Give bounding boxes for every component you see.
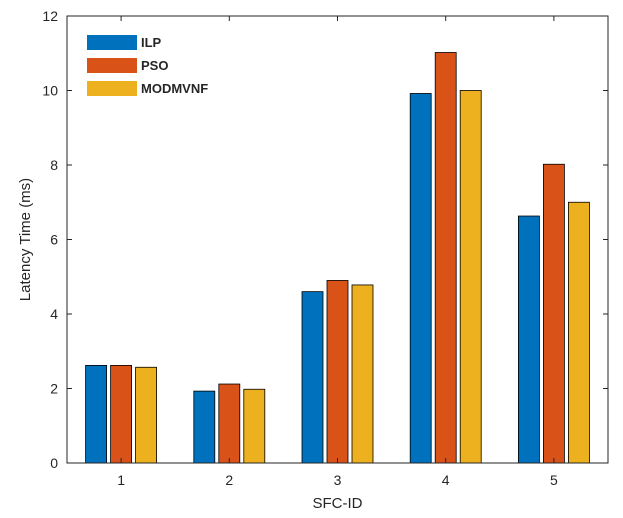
bar-pso-5: [543, 163, 565, 464]
y-tick-label: 12: [42, 8, 58, 24]
legend-swatch-pso: [87, 58, 137, 73]
y-tick-label: 10: [42, 83, 58, 99]
bar-modmvnf-3: [351, 284, 374, 464]
x-tick-label: 5: [550, 472, 558, 488]
bar-ilp-1: [85, 364, 107, 464]
y-tick-label: 0: [50, 455, 58, 471]
bar-pso-3: [326, 280, 349, 464]
x-tick-label: 3: [334, 472, 342, 488]
bar-modmvnf-2: [243, 388, 266, 464]
bar-pso-4: [434, 52, 457, 464]
legend-swatch-modmvnf: [87, 81, 137, 96]
legend-swatch-ilp: [87, 35, 137, 50]
bar-ilp-5: [518, 215, 540, 464]
x-tick-label: 2: [225, 472, 233, 488]
x-tick-label: 4: [442, 472, 450, 488]
bar-modmvnf-4: [459, 90, 482, 464]
y-tick-label: 4: [50, 306, 58, 322]
legend-label-pso: PSO: [141, 58, 168, 73]
bar-pso-1: [110, 364, 132, 464]
legend-label-modmvnf: MODMVNF: [141, 81, 208, 96]
bar-ilp-2: [193, 390, 216, 464]
y-tick-label: 6: [50, 232, 58, 248]
legend: ILP PSO MODMVNF: [87, 35, 208, 96]
bar-ilp-3: [301, 291, 324, 464]
y-tick-label: 8: [50, 157, 58, 173]
bar-modmvnf-5: [568, 201, 590, 464]
y-axis-title: Latency Time (ms): [17, 178, 34, 301]
x-axis-title: SFC-ID: [313, 495, 363, 512]
bar-pso-2: [218, 383, 241, 464]
bar-ilp-4: [409, 93, 432, 464]
legend-label-ilp: ILP: [141, 35, 162, 50]
bar-modmvnf-1: [135, 366, 158, 464]
y-tick-label: 2: [50, 381, 58, 397]
x-tick-label: 1: [117, 472, 125, 488]
